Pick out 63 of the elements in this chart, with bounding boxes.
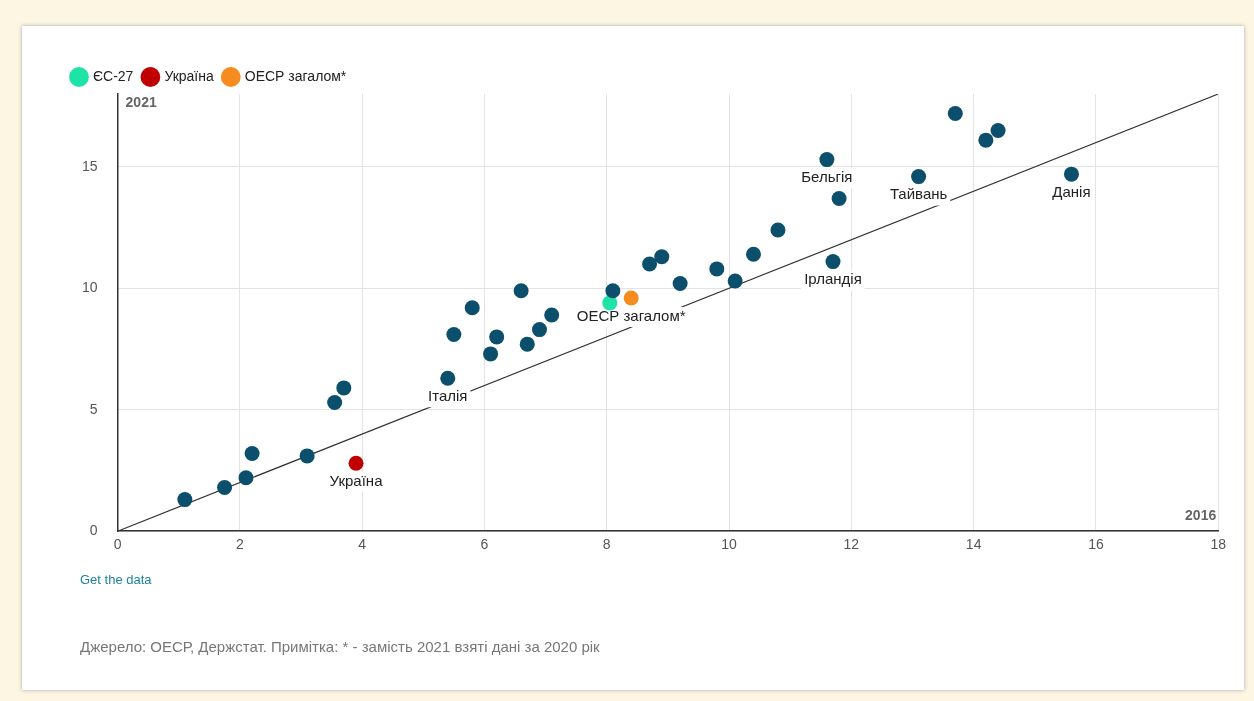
point [947, 105, 963, 121]
point [177, 492, 193, 508]
legend-label: ОЕСР загалом* [244, 67, 347, 84]
text: Get the data [80, 572, 152, 587]
point [513, 283, 529, 299]
x-tick-label: 4 [358, 536, 367, 553]
point [623, 290, 639, 306]
y-tick-label: 10 [81, 279, 98, 296]
annotation: Ірландія [804, 270, 862, 288]
point [746, 246, 761, 262]
point [819, 152, 835, 168]
x-tick-label: 8 [602, 536, 611, 553]
x-tick-label: 12 [843, 536, 860, 553]
y-axis-title: 2021 [125, 93, 157, 110]
text: Джерело: ОЕСР, Держстат. Примітка: * - замість 2021 взяті дані за 2020 рік [80, 638, 600, 655]
annotation: Україна [329, 471, 384, 489]
point [348, 455, 364, 471]
point [489, 329, 505, 345]
point [519, 336, 535, 352]
point [990, 122, 1006, 138]
point [672, 275, 688, 291]
x-tick-label: 10 [721, 536, 738, 553]
point [978, 132, 994, 148]
x-tick-label: 18 [1210, 536, 1227, 553]
legend-label: Україна [164, 67, 214, 84]
point [770, 222, 786, 238]
legend-label: ЄС-27 [93, 67, 134, 84]
x-tick-label: 6 [480, 536, 489, 553]
annotation: Італія [428, 386, 468, 404]
point [642, 256, 658, 272]
x-tick-label: 14 [965, 536, 982, 553]
point [238, 470, 254, 486]
x-tick-label: 2 [235, 536, 244, 553]
point [327, 394, 343, 410]
annotation: Тайвань [889, 185, 948, 203]
point [1063, 166, 1079, 182]
annotation: Данія [1052, 182, 1091, 200]
point [299, 448, 315, 464]
point [602, 295, 618, 311]
point [336, 380, 352, 396]
point [831, 190, 847, 206]
annotation: ОЕСР загалом* [576, 306, 686, 324]
point [911, 169, 927, 185]
point [483, 346, 499, 362]
annotation: Бельгія [801, 168, 853, 186]
point [825, 254, 841, 270]
y-tick-label: 5 [89, 400, 98, 417]
y-tick-label: 15 [81, 157, 98, 174]
point [709, 261, 725, 277]
point [440, 370, 456, 386]
point [654, 249, 670, 265]
point [531, 322, 547, 338]
x-tick-label: 0 [113, 536, 122, 553]
point [244, 445, 260, 461]
point [544, 307, 560, 323]
point [217, 479, 233, 495]
point [464, 300, 480, 316]
x-tick-label: 16 [1088, 536, 1104, 553]
y-tick-label: 0 [89, 522, 98, 539]
point [605, 283, 621, 299]
point [727, 273, 743, 289]
point [446, 326, 462, 342]
x-axis-title: 2016 [1185, 507, 1217, 524]
